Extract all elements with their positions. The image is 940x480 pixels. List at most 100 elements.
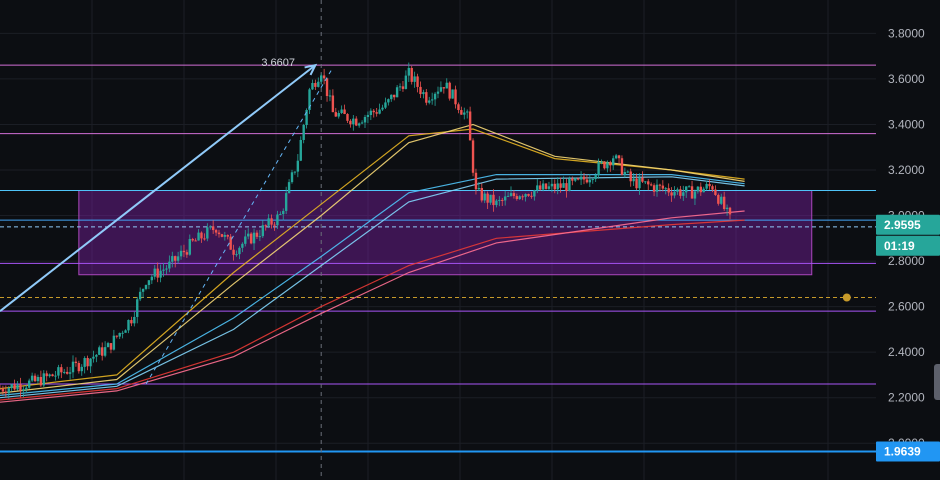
candle-body [92,356,95,359]
candle-body [722,196,726,210]
candle-body [702,188,705,193]
candle-body [378,109,381,114]
candle-body [60,367,63,373]
candle-body [454,89,457,105]
candle-body [489,194,492,203]
moving-average-line [0,123,745,394]
candle-body [328,95,332,97]
candle-body [652,185,656,192]
candle-body [121,332,124,334]
candle-body [606,162,609,169]
candle-body [705,184,708,189]
candle-body [524,194,527,197]
candle-body [211,226,215,231]
candle-body [311,82,314,90]
candle-body [141,288,145,292]
candle-body [492,194,495,206]
alert-marker-dot [842,293,851,302]
candle-body [501,199,504,201]
candle-body [174,256,177,261]
candle-body [576,178,580,180]
candle-body [381,107,384,110]
candle-body [629,171,632,182]
candle-body [200,232,203,239]
candle-body [144,284,148,289]
candle-body [480,188,483,201]
candle-body [325,78,329,96]
candle-body [33,375,37,382]
candle-body [168,261,171,269]
candle-body [582,176,586,180]
candle-body [206,227,209,239]
candle-body [7,388,10,394]
candle-body [597,162,600,176]
candle-body [574,178,577,181]
candle-body [600,161,603,163]
candle-body [547,186,551,189]
candle-body [74,361,78,364]
candle-body [614,155,618,159]
candle-body [270,218,273,225]
candle-body [267,218,270,226]
candle-body [533,190,536,197]
candle-body [299,139,302,161]
candle-body [728,207,732,215]
candle-body [284,193,288,211]
candle-body [57,367,60,376]
candle-body [103,347,107,356]
candle-body [0,388,2,390]
candle-body [162,269,165,271]
candle-body [530,195,533,197]
scroll-handle[interactable] [934,364,940,400]
candle-body [638,177,641,189]
candle-body [194,240,197,242]
candle-body [623,171,627,175]
candle-body [357,123,361,126]
candle-body [425,92,428,103]
candle-body [80,366,83,372]
candle-body [115,335,118,337]
candle-body [249,233,253,244]
candle-body [30,375,34,381]
candle-body [176,256,180,261]
candle-body [717,194,720,204]
candle-body [495,200,498,206]
candle-body [550,183,554,187]
candle-body [109,343,113,350]
candle-body [539,185,542,190]
candle-body [635,178,638,189]
zone-rectangle [78,189,813,276]
candle-body [95,354,98,357]
candle-body [360,122,364,124]
candle-body [372,110,375,113]
candle-body [690,186,694,199]
candle-body [445,82,448,89]
candle-body [36,376,40,382]
candle-body [416,76,419,87]
candle-body [261,225,264,237]
candle-body [509,193,513,196]
candle-body [282,210,285,215]
candle-body [77,363,81,372]
candle-body [226,235,229,237]
candle-body [130,320,133,324]
candle-body [682,192,685,196]
candle-body [498,199,501,201]
candle-body [428,100,431,103]
candle-body [369,110,373,115]
candle-body [401,86,405,89]
candle-body [235,254,238,256]
candle-body [655,184,659,192]
candle-body [19,384,22,391]
candle-body [404,75,408,89]
candle-body [214,230,218,233]
candle-body [317,81,320,87]
candle-body [22,389,25,391]
candle-body [387,99,390,103]
candle-body [98,347,101,355]
candle-body [375,112,378,114]
candle-body [407,68,410,76]
candle-body [363,117,367,123]
